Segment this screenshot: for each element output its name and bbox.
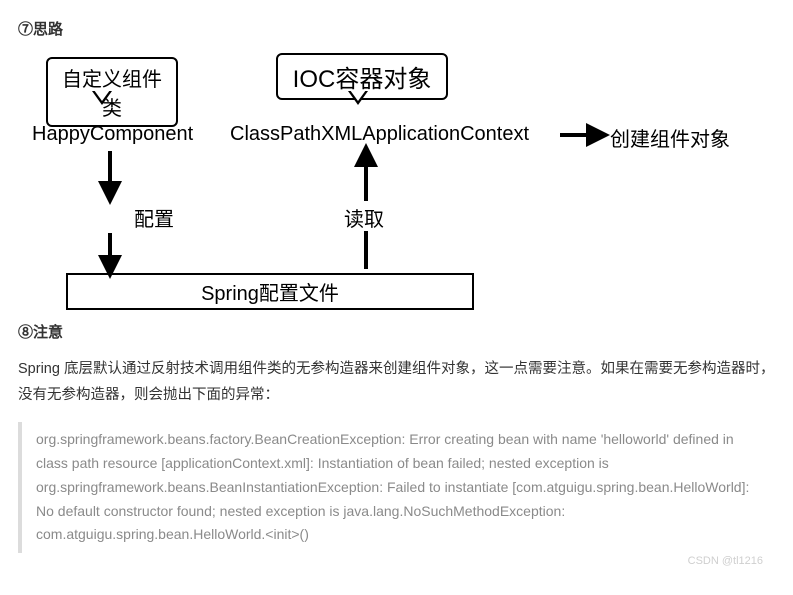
watermark: CSDN @tl1216 bbox=[688, 555, 763, 567]
heading-eight: ⑧注意 bbox=[18, 321, 775, 342]
note-paragraph: Spring 底层默认通过反射技术调用组件类的无参构造器来创建组件对象，这一点需… bbox=[18, 356, 775, 408]
exception-block: org.springframework.beans.factory.BeanCr… bbox=[18, 422, 775, 553]
entity-classpath-context: ClassPathXMLApplicationContext bbox=[230, 123, 529, 146]
callout-ioc-container: IOC容器对象 bbox=[276, 53, 448, 100]
exception-text: org.springframework.beans.factory.BeanCr… bbox=[36, 428, 761, 547]
config-file-box: Spring配置文件 bbox=[66, 273, 474, 310]
flow-diagram: 自定义组件类 IOC容器对象 HappyComponent ClassPathX… bbox=[18, 53, 758, 313]
callout-custom-component: 自定义组件类 bbox=[46, 57, 178, 127]
callout-custom-component-pointer-fill bbox=[94, 90, 110, 101]
callout-custom-component-box: 自定义组件类 bbox=[46, 57, 178, 127]
callout-ioc-container-pointer-fill bbox=[350, 90, 366, 101]
entity-create-object: 创建组件对象 bbox=[610, 123, 730, 152]
label-config: 配置 bbox=[134, 203, 174, 232]
heading-seven: ⑦思路 bbox=[18, 18, 775, 39]
entity-happy-component: HappyComponent bbox=[32, 123, 193, 146]
label-read: 读取 bbox=[344, 203, 384, 232]
